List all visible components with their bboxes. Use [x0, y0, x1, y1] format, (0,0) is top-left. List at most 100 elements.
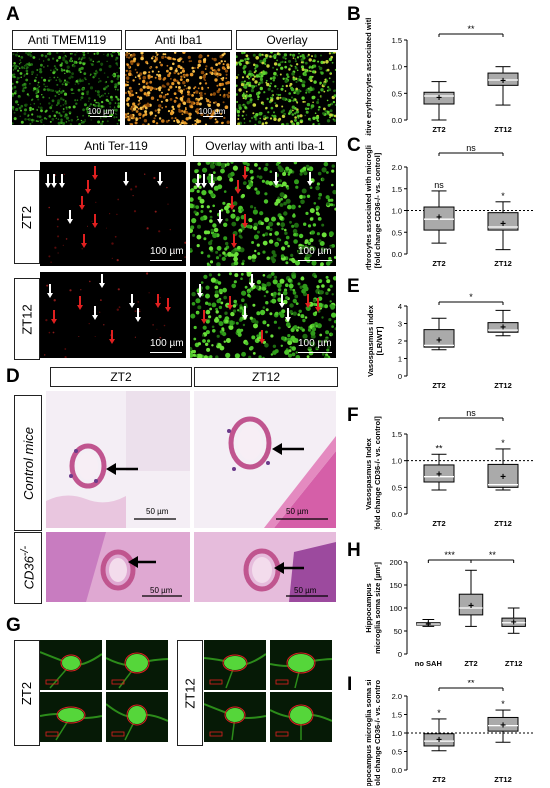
label-overlay-iba1: Overlay with anti Iba-1: [193, 136, 337, 156]
microglia-cell-image: [270, 692, 332, 742]
scalebar-label: 50 µm: [286, 507, 309, 516]
y-tick-label: 0.5: [392, 748, 402, 757]
cell-texture: [45, 166, 186, 263]
y-axis-label-secondary: [fold change CD36-/- vs. control]: [373, 152, 382, 268]
panel-letter-e: E: [347, 276, 360, 297]
microglia-cell-drawing: [40, 706, 102, 741]
microglia-cell-image: [40, 692, 102, 742]
y-tick-label: 0.0: [392, 510, 402, 519]
scalebar-label: 100 µm: [150, 246, 184, 257]
y-axis-label: Vasospasmus index: [366, 304, 375, 377]
y-axis-label: Hippocampus: [365, 583, 373, 633]
mean-marker: +: [500, 219, 506, 230]
microglia-cell-drawing: [270, 652, 332, 689]
x-tick-label: ZT12: [494, 381, 512, 390]
micrograph-overlay: [236, 52, 336, 125]
y-tick-label: 1.5: [392, 430, 402, 439]
x-tick-label: ZT12: [494, 259, 512, 268]
label-anti-tmem119: Anti TMEM119: [12, 30, 122, 50]
mean-marker: +: [436, 93, 442, 104]
scalebar-label: 100 µm: [298, 246, 332, 257]
he-stain-image: [46, 532, 190, 602]
mean-marker: +: [500, 76, 506, 87]
y-tick-label: 0.5: [392, 89, 402, 98]
histology-control-zt12: 50 µm: [194, 391, 336, 528]
box: [423, 91, 455, 105]
box: [487, 463, 519, 488]
histology-cd36-zt2: 50 µm: [46, 532, 190, 602]
mean-marker: +: [436, 336, 442, 347]
x-tick-label: ZT12: [494, 519, 512, 528]
significance-marker: *: [437, 708, 441, 718]
y-tick-label: 0: [398, 650, 402, 659]
y-axis-label: Vasospasmus Index: [365, 437, 373, 510]
scalebar-label: 100 µm: [198, 107, 226, 116]
significance-marker: *: [501, 191, 505, 201]
significance-marker: *: [501, 438, 505, 448]
microglia-cell-drawing: [270, 704, 332, 740]
scalebar-label: 50 µm: [146, 507, 169, 516]
mean-marker: +: [436, 213, 442, 224]
microglia-cell-drawing: [204, 703, 266, 741]
y-tick-label: 0.0: [392, 116, 402, 125]
row-label-control-mice: Control mice: [14, 395, 42, 531]
row-label-cd36-ko: CD36-/-: [14, 532, 42, 604]
y-tick-label: 0.0: [392, 250, 402, 259]
chart-h: Hippocampus microglia soma size [µm²] 0 50 1…: [365, 550, 526, 668]
y-tick-label: 1.0: [392, 207, 402, 216]
micrograph-tmem119: 100 µm: [12, 52, 120, 125]
y-tick-label: 2: [398, 337, 402, 346]
y-tick-label: 1.0: [392, 63, 402, 72]
micrograph-ter119-zt12: 100 µm: [40, 272, 186, 358]
y-tick-label: 0.5: [392, 228, 402, 237]
label-anti-ter119: Anti Ter-119: [46, 136, 186, 156]
cell-texture: [190, 162, 336, 266]
y-tick-label: 0.0: [392, 766, 402, 775]
y-axis-label: Erythrocytes associated with microglia: [365, 145, 373, 270]
x-tick-label: ZT2: [464, 659, 477, 668]
x-tick-label: ZT2: [432, 775, 445, 784]
chart-f: Vasospasmus Index [fold change CD36-/- vs…: [365, 410, 535, 530]
y-tick-label: 1.0: [392, 457, 402, 466]
y-tick-label: 2.0: [392, 692, 402, 701]
chart-b: TER-119 positive erythrocytes associated…: [365, 18, 519, 136]
microglia-cell-drawing: [40, 651, 102, 689]
significance-marker: *: [469, 292, 473, 302]
box: [487, 716, 519, 732]
panel-letter-f: F: [347, 405, 359, 426]
col-label-zt2: ZT2: [50, 367, 192, 387]
micrograph-overlay-zt2: 100 µm: [190, 162, 336, 266]
panel-letter-h: H: [347, 540, 361, 561]
y-tick-label: 1: [398, 355, 402, 364]
y-tick-label: 1.0: [392, 729, 402, 738]
mean-marker: +: [500, 472, 506, 483]
mean-marker: +: [425, 620, 431, 631]
panel-letter-d: D: [6, 366, 20, 387]
chart-e: Vasospasmus index [LR/WT] 0 1 2 3 4 + ZT2 + ZT12 *: [366, 292, 519, 390]
x-tick-label: no SAH: [415, 659, 442, 668]
box: [487, 322, 519, 333]
y-axis-label-secondary: microglia soma size [µm²]: [373, 562, 382, 654]
box: [423, 206, 455, 231]
microglia-cell-image: [204, 640, 266, 690]
label-anti-iba1: Anti Iba1: [125, 30, 232, 50]
y-axis-label: TER-119 positive erythrocytes associated…: [365, 18, 373, 136]
micrograph-overlay-zt12: 100 µm: [190, 272, 336, 358]
microglia-cell-image: [204, 692, 266, 742]
significance-marker: **: [435, 443, 443, 453]
cell-texture: [236, 52, 336, 125]
y-tick-label: 200: [389, 558, 402, 567]
y-tick-label: 1.5: [392, 711, 402, 720]
box: [423, 329, 455, 348]
row-label-g-zt12: ZT12: [177, 640, 203, 746]
significance-marker: ns: [466, 145, 476, 153]
significance-marker: *: [501, 699, 505, 709]
panel-letter-c: C: [347, 135, 361, 156]
panel-letter-a: A: [6, 4, 20, 25]
mean-marker: +: [500, 720, 506, 731]
x-tick-label: ZT2: [432, 381, 445, 390]
box: [423, 464, 455, 483]
y-axis-label-secondary: [fold change CD36-/- vs. control]: [373, 680, 382, 786]
microglia-cell-image: [270, 640, 332, 690]
cell-texture: [190, 272, 336, 358]
